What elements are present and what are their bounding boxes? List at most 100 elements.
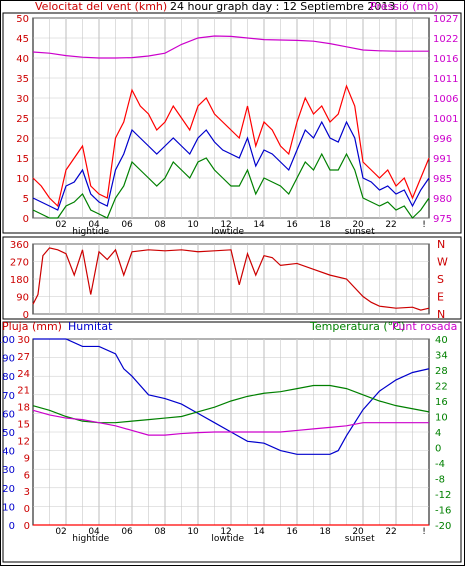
direction-series-line [32,247,430,311]
hour-tick-label: 10 [187,527,199,537]
rain-y-tick-label: 9 [24,453,30,464]
hour-tick-label: 16 [286,220,298,230]
pressure-y-tick-label: 975 [433,214,452,225]
rain-y-tick-label: 30 [17,335,30,346]
rain-y-tick-label: 3 [24,487,30,498]
wind-series-line [32,152,430,219]
direction-y-tick-label: 0 [23,310,29,321]
rain-y-tick-label: 18 [17,403,30,414]
hour-tick-label: 08 [154,527,166,537]
hour-tick-label: ! [422,527,426,537]
humidity-y-tick-label: 80 [2,372,15,383]
humidity-title: Humitat [68,320,113,333]
hour-tick-label: 04 [88,220,100,230]
humidity-y-tick-label: 10 [2,502,15,513]
hour-tick-label: 18 [319,220,331,230]
temp-y-tick-label: 0 [435,444,441,455]
pressure-y-tick-label: 1011 [433,74,458,85]
wind-speed-title: Velocitat del vent (kmh) [35,0,167,13]
temp-y-tick-label: -8 [435,475,445,486]
rain-title: Pluja (mm) [2,320,62,333]
temp-y-tick-label: 4 [435,428,441,439]
compass-label: E [437,291,444,304]
hour-tick-label: 06 [121,527,133,537]
tide-event-label: sunset [345,227,375,237]
compass-label: N [437,238,445,251]
temp-y-tick-label: 16 [435,397,448,408]
pressure-y-tick-label: 1001 [433,114,458,125]
rain-y-tick-label: 21 [17,386,30,397]
hour-tick-label: 18 [319,527,331,537]
temperature-title: Temperatura (°C) [309,320,405,333]
humidity-y-tick-label: 0 [9,521,15,532]
tide-event-label: sunset [345,534,375,544]
pressure-y-tick-label: 980 [433,194,452,205]
compass-label: W [437,256,448,269]
hour-tick-label: 20 [352,527,364,537]
pressure-y-tick-label: 1022 [433,34,458,45]
wind-y-tick-label: 20 [16,134,29,145]
temp-y-tick-label: 22 [435,382,448,393]
humidity-y-tick-label: 100 [0,335,15,346]
humidity-y-tick-label: 20 [2,484,15,495]
axes-layer: 02 04 06 08 10 12 14 16 18 20 22 !hightide lowtide su… [0,14,458,544]
hour-tick-label: 20 [352,220,364,230]
tide-event-label: lowtide [211,534,244,544]
hour-tick-label: 14 [253,527,265,537]
humidity-y-tick-label: 30 [2,465,15,476]
wind-y-tick-label: 50 [16,14,29,25]
wind-series-line [32,84,430,208]
wind-y-tick-label: 30 [16,94,29,105]
hour-tick-label: 22 [385,220,396,230]
direction-y-tick-label: 360 [10,240,29,251]
series-layer [32,35,430,526]
rain-y-tick-label: 6 [24,470,30,481]
hour-tick-label: 10 [187,220,199,230]
direction-y-tick-label: 270 [10,258,29,269]
wind-y-tick-label: 40 [16,54,29,65]
direction-y-tick-label: 90 [16,293,29,304]
hour-tick-label: 14 [253,220,265,230]
hour-tick-label: 02 [55,220,66,230]
wind-y-tick-label: 35 [16,74,29,85]
tide-event-label: lowtide [211,227,244,237]
wind-y-tick-label: 45 [16,34,29,45]
humidity-y-tick-label: 90 [2,354,15,365]
hour-tick-label: 02 [55,527,66,537]
compass-label: S [437,273,444,286]
hour-tick-label: 22 [385,527,396,537]
compass-label: N [437,308,445,321]
rain-y-tick-label: 12 [17,436,30,447]
temp-y-tick-label: -20 [435,521,451,532]
humidity-y-tick-label: 40 [2,447,15,458]
rain-y-tick-label: 24 [17,369,30,380]
rain-y-tick-label: 0 [24,521,30,532]
temp-y-tick-label: 34 [435,351,448,362]
temp-series-line [32,409,429,436]
wind-y-tick-label: 10 [16,174,29,185]
direction-y-tick-label: 180 [10,275,29,286]
humidity-y-tick-label: 60 [2,409,15,420]
wind-y-tick-label: 25 [16,114,29,125]
temp-y-tick-label: 10 [435,413,448,424]
pressure-y-tick-label: 1016 [433,54,458,65]
temp-y-tick-label: -4 [435,459,445,470]
humidity-y-tick-label: 50 [2,428,15,439]
hour-tick-label: 16 [286,527,298,537]
hour-tick-label: 06 [121,220,133,230]
direction-panel-frame [2,236,462,320]
rain-y-tick-label: 27 [17,352,30,363]
tide-event-label: hightide [72,227,109,237]
hour-tick-label: ! [422,220,426,230]
pressure-y-tick-label: 996 [433,134,452,145]
pressure-y-tick-label: 1006 [433,94,458,105]
hour-tick-label: 08 [154,220,166,230]
pressure-y-tick-label: 1027 [433,14,458,25]
temp-y-tick-label: 40 [435,335,448,346]
wind-y-tick-label: 5 [23,194,29,205]
temp-panel-frame [2,321,462,563]
tide-event-label: hightide [72,534,109,544]
wind-panel-frame [2,12,462,234]
